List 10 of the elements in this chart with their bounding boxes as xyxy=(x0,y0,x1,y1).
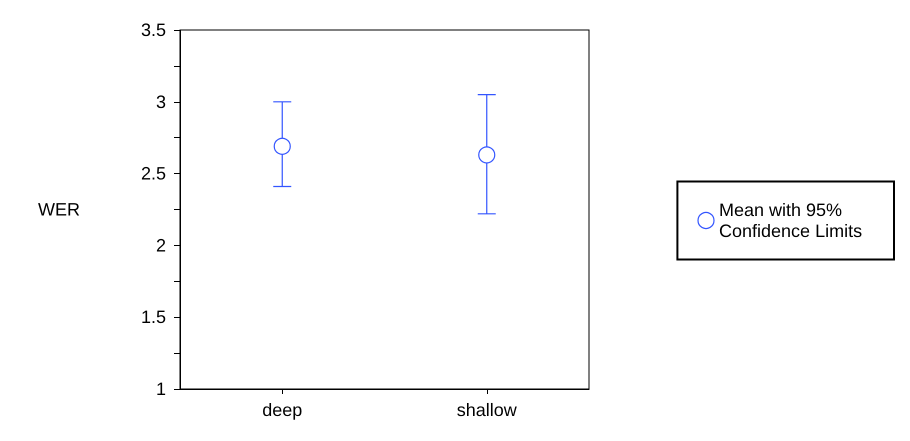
legend-label: Mean with 95% Confidence Limits xyxy=(719,200,862,241)
y-tick-label: 3.5 xyxy=(140,20,166,40)
y-tick-label: 2.5 xyxy=(140,164,166,184)
y-tick-label: 1.5 xyxy=(140,307,166,328)
x-tick-label: shallow xyxy=(456,400,518,420)
y-tick-label: 1 xyxy=(156,379,166,399)
y-axis-title: WER xyxy=(38,200,80,220)
y-tick-label: 3 xyxy=(156,92,166,112)
x-tick-label: deep xyxy=(262,400,302,420)
y-tick-label: 2 xyxy=(156,235,166,256)
